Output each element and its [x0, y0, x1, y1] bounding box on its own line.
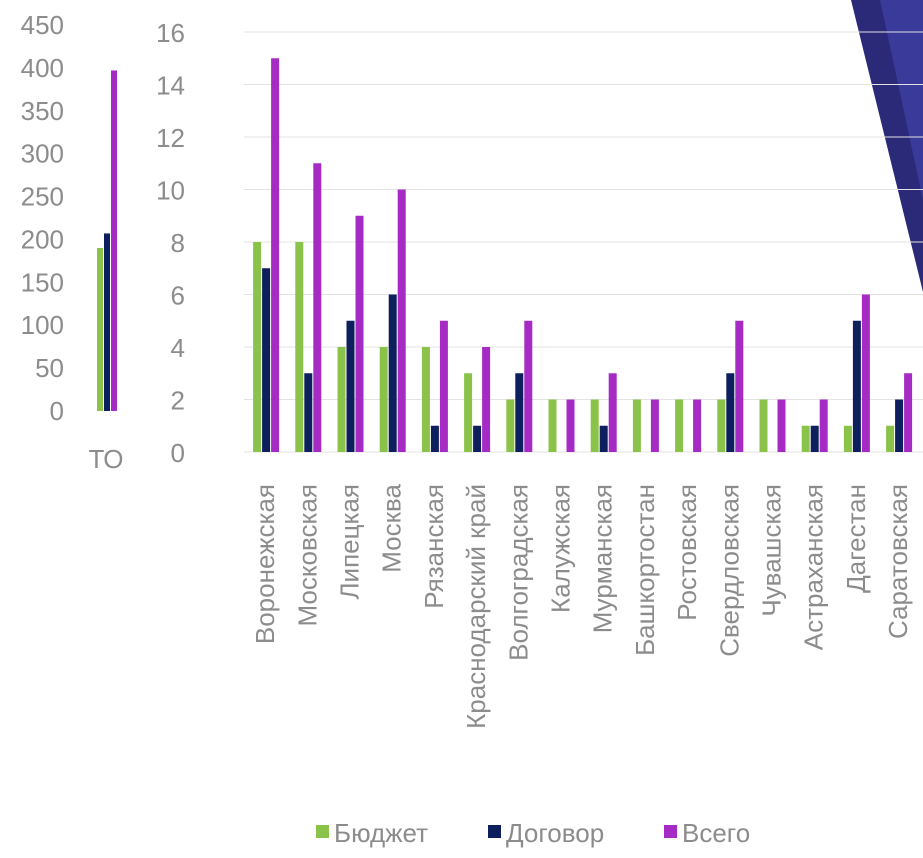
bar-contract — [810, 425, 819, 452]
y-tick-label: 50 — [35, 353, 64, 383]
bar-total — [271, 58, 280, 452]
bar-total — [355, 215, 364, 452]
y-tick-label: 250 — [21, 182, 64, 212]
x-category-label: Волгоградская — [503, 484, 533, 661]
x-category-label: Дагестан — [841, 484, 871, 593]
x-category-label: Ростовская — [672, 484, 702, 621]
x-category-label: Мурманская — [588, 484, 618, 633]
x-category-label: Астраханская — [799, 484, 829, 650]
bar-contract — [388, 294, 397, 452]
x-category-label: Воронежская — [250, 484, 280, 644]
bar-total — [650, 399, 659, 452]
x-category-label: Саратовская — [883, 484, 913, 639]
bar-budget — [379, 347, 388, 452]
bar-contract — [726, 373, 735, 452]
x-category-label: Свердловская — [714, 484, 744, 657]
bar-budget — [97, 248, 103, 411]
bar-budget — [632, 399, 641, 452]
y-tick-label: 14 — [156, 71, 185, 101]
bar-budget — [801, 425, 810, 452]
x-category-label: Башкортостан — [630, 484, 660, 656]
bar-total — [482, 347, 491, 452]
bar-budget — [717, 399, 726, 452]
bar-total — [524, 320, 533, 452]
bar-total — [111, 70, 117, 411]
bar-total — [777, 399, 786, 452]
bar-contract — [346, 320, 355, 452]
y-tick-label: 0 — [50, 396, 64, 426]
bar-budget — [421, 347, 430, 452]
chart-total-panel: 0 50 100 150 200 250 300 350 400 450 ТО — [21, 10, 124, 474]
y-tick-label: 0 — [171, 438, 185, 468]
bar-budget — [464, 373, 473, 452]
x-category-label: Московская — [292, 484, 322, 627]
legend-swatch — [488, 825, 501, 838]
bar-contract — [895, 399, 904, 452]
bar-contract — [473, 425, 482, 452]
y-tick-label: 450 — [21, 10, 64, 40]
bar-budget — [675, 399, 684, 452]
x-category-label: Калужская — [546, 484, 576, 613]
legend-label: Бюджет — [334, 818, 428, 848]
y-tick-label: 2 — [171, 386, 185, 416]
y-tick-label: 6 — [171, 281, 185, 311]
y-tick-label: 400 — [21, 53, 64, 83]
legend-swatch — [316, 825, 329, 838]
bar-total — [861, 294, 870, 452]
bar-total — [608, 373, 617, 452]
y-tick-label: 200 — [21, 224, 64, 254]
bar-budget — [886, 425, 895, 452]
bar-budget — [506, 399, 515, 452]
y-tick-label: 10 — [156, 176, 185, 206]
bar-contract — [599, 425, 608, 452]
bar-budget — [548, 399, 557, 452]
y-tick-label: 300 — [21, 139, 64, 169]
x-category-label: Липецкая — [335, 484, 365, 600]
bar-total — [313, 163, 322, 452]
y-tick-label: 4 — [171, 333, 185, 363]
bar-contract — [430, 425, 439, 452]
legend-swatch — [664, 825, 677, 838]
bar-contract — [515, 373, 524, 452]
bar-contract — [104, 233, 110, 411]
legend-label: Договор — [506, 818, 604, 848]
bar-total — [397, 189, 406, 452]
bar-total — [566, 399, 575, 452]
x-category-label: Рязанская — [419, 484, 449, 609]
legend-label: Всего — [682, 818, 750, 848]
y-tick-label: 16 — [156, 18, 185, 48]
x-category-label: Чувашская — [757, 484, 787, 617]
bar-total — [904, 373, 913, 452]
bar-total — [439, 320, 448, 452]
bar-budget — [253, 242, 262, 452]
y-tick-label: 12 — [156, 123, 185, 153]
y-tick-label: 350 — [21, 96, 64, 126]
x-category-label: Москва — [377, 483, 407, 572]
bar-total — [819, 399, 828, 452]
bar-budget — [759, 399, 768, 452]
y-tick-label: 8 — [171, 228, 185, 258]
bar-budget — [295, 242, 304, 452]
decorative-slide-shape — [851, 0, 923, 292]
y-tick-label: 100 — [21, 310, 64, 340]
bar-total — [693, 399, 702, 452]
bar-contract — [304, 373, 313, 452]
bar-budget — [337, 347, 346, 452]
bar-contract — [262, 268, 271, 452]
y-tick-label: 150 — [21, 267, 64, 297]
chart-legend: Бюджет Договор Всего — [316, 818, 750, 848]
bar-budget — [843, 425, 852, 452]
x-category-label: Краснодарский край — [461, 484, 491, 729]
chart-regions-panel: 0 2 4 6 8 10 12 14 16 Воронежская Московская Липецк… — [156, 18, 923, 729]
bar-contract — [852, 320, 861, 452]
x-category-label: ТО — [89, 444, 124, 474]
bar-budget — [590, 399, 599, 452]
bar-total — [735, 320, 744, 452]
decor-triangle-light — [880, 0, 923, 200]
